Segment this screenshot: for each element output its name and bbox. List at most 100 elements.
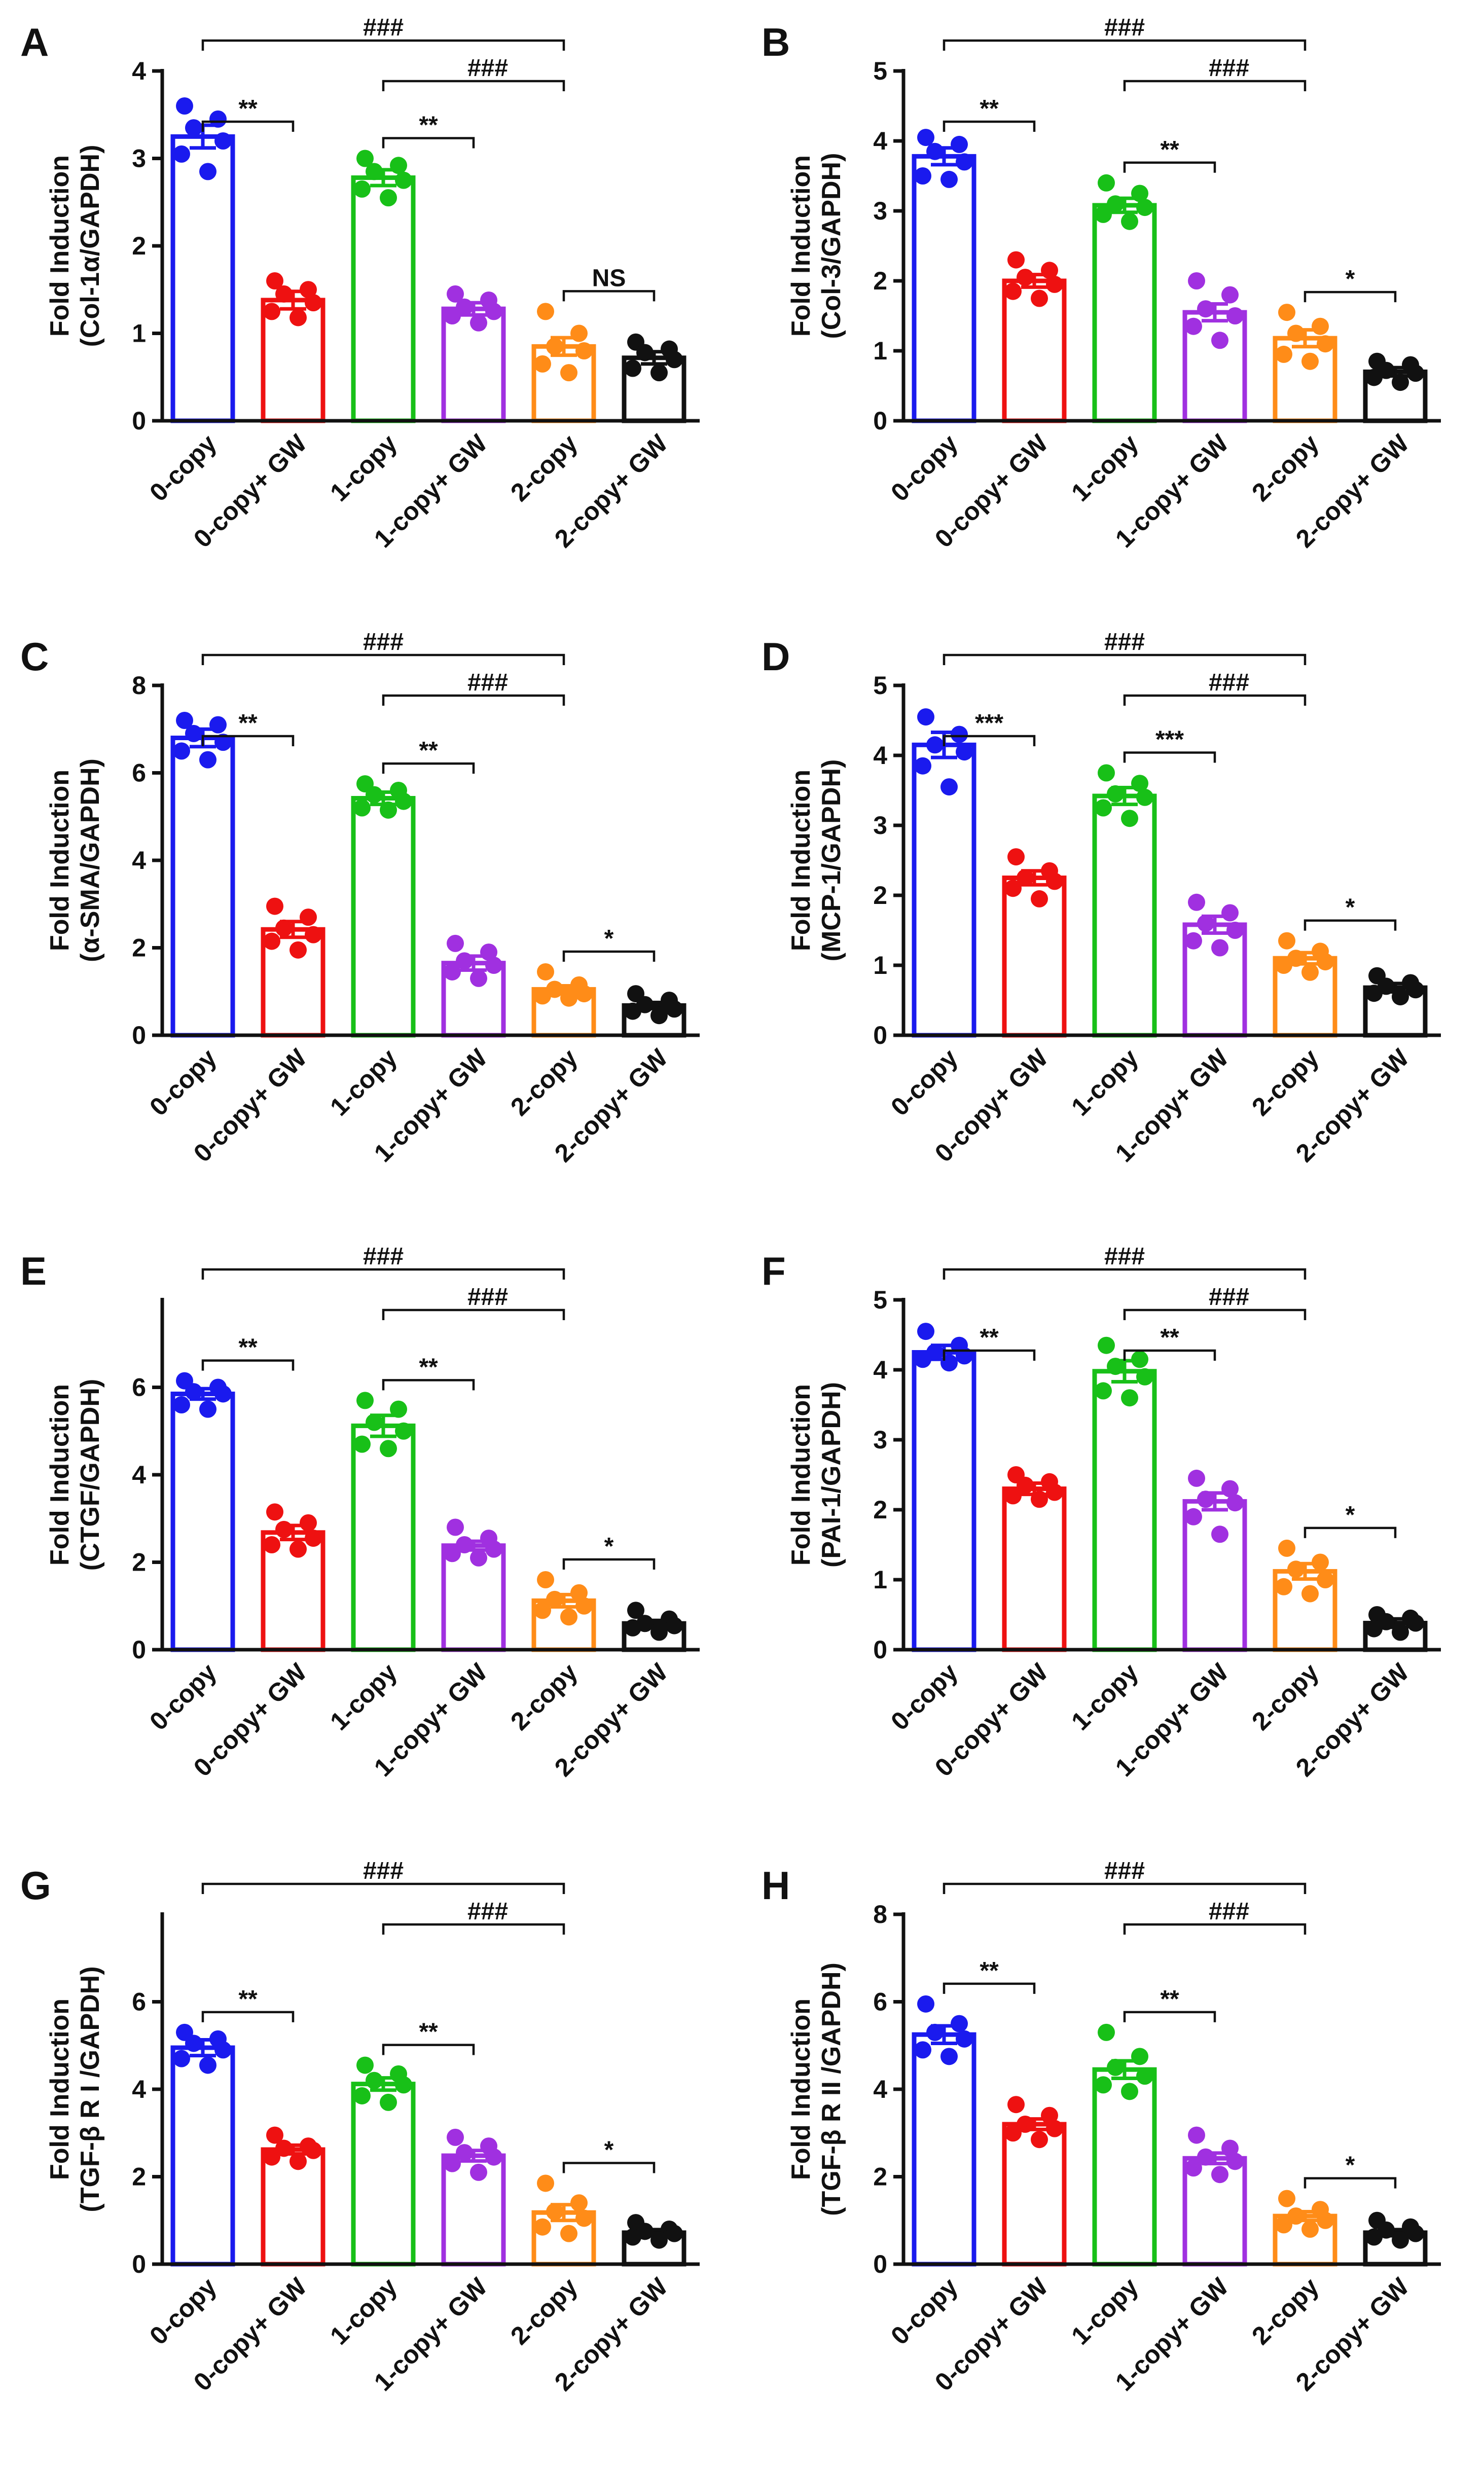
data-point — [1004, 282, 1022, 300]
y-tick-label: 1 — [873, 951, 887, 979]
data-point — [624, 1619, 641, 1637]
significance-bracket — [382, 694, 565, 706]
panel-letter: A — [20, 20, 49, 64]
data-point — [624, 2228, 641, 2246]
significance-bracket — [943, 39, 1307, 51]
data-point — [275, 2139, 293, 2157]
data-point — [534, 987, 551, 1005]
bar-3 — [1092, 793, 1157, 1038]
data-point — [1121, 2083, 1138, 2100]
y-axis-label-line2: (TGF-β R I /GAPDH) — [76, 1966, 105, 2212]
significance-bracket — [1123, 2011, 1216, 2022]
data-point — [956, 2030, 973, 2048]
y-tick-label: 8 — [873, 1900, 887, 1929]
significance-label: ** — [980, 95, 999, 122]
data-point — [1017, 2116, 1034, 2133]
y-tick-label: 3 — [873, 197, 887, 225]
data-point — [456, 298, 473, 316]
significance-label: ### — [467, 1898, 508, 1925]
significance-label: * — [604, 925, 614, 952]
significance-label: ### — [1104, 1858, 1145, 1884]
data-point — [1095, 1382, 1112, 1400]
significance-label: ** — [980, 1324, 999, 1351]
data-point — [560, 989, 577, 1007]
panel-letter: F — [762, 1249, 786, 1293]
data-point — [444, 1545, 461, 1562]
data-point — [1278, 1539, 1295, 1557]
significance-bracket — [201, 1882, 565, 1894]
significance-bracket — [1304, 919, 1397, 931]
y-tick-label: 4 — [873, 2075, 887, 2103]
y-tick-label: 5 — [873, 57, 887, 85]
data-point — [447, 2128, 464, 2146]
bar-1 — [170, 1391, 235, 1652]
bar-1 — [912, 2032, 976, 2267]
bar-1 — [170, 2045, 235, 2267]
data-point — [1275, 957, 1292, 974]
data-point — [263, 2148, 280, 2166]
significance-label: ** — [238, 1334, 258, 1361]
significance-label: ### — [467, 1284, 508, 1311]
significance-bracket — [382, 2044, 475, 2055]
data-point — [485, 957, 502, 974]
x-tick-label: 2-copy — [505, 1658, 583, 1736]
data-point — [185, 724, 202, 742]
data-point — [1211, 2166, 1228, 2184]
data-point — [1188, 893, 1205, 911]
significance-label: NS — [592, 265, 626, 292]
x-tick-label: 1-copy — [1066, 1658, 1144, 1736]
data-point — [289, 1540, 307, 1558]
data-point — [263, 932, 280, 950]
y-axis-label-line1: Fold Induction — [786, 1384, 816, 1566]
y-tick-label: 4 — [873, 741, 887, 770]
data-point — [300, 908, 317, 926]
data-point — [1046, 873, 1063, 890]
data-point — [926, 2023, 944, 2041]
data-point — [534, 355, 551, 373]
data-point — [390, 157, 407, 174]
data-point — [1107, 2058, 1124, 2076]
data-point — [470, 1549, 487, 1567]
data-point — [199, 2056, 216, 2074]
data-point — [914, 2041, 931, 2059]
data-point — [1121, 212, 1138, 230]
data-point — [1407, 981, 1424, 999]
data-point — [173, 1396, 190, 1413]
data-point — [1185, 1508, 1202, 1525]
data-point — [1017, 269, 1034, 286]
significance-bracket — [562, 950, 656, 962]
data-point — [447, 1518, 464, 1536]
data-point — [914, 167, 931, 185]
data-point — [1287, 1560, 1305, 1578]
data-point — [1107, 1358, 1124, 1375]
data-point — [173, 145, 190, 163]
data-point — [914, 1351, 931, 1368]
data-point — [266, 1503, 283, 1521]
panel-letter: E — [20, 1249, 47, 1293]
x-tick-label: 2-copy — [505, 429, 583, 507]
bar-3 — [1092, 203, 1157, 423]
data-point — [914, 757, 931, 775]
x-tick-label: 2-copy — [505, 1043, 583, 1121]
significance-bracket — [382, 137, 475, 149]
significance-label: ### — [363, 629, 404, 656]
significance-bracket — [1304, 1526, 1397, 1538]
data-point — [1131, 775, 1148, 792]
data-point — [1121, 810, 1138, 827]
data-point — [176, 712, 193, 729]
y-axis-label-line2: (CTGF/GAPDH) — [76, 1379, 105, 1571]
data-point — [1301, 1585, 1319, 1603]
y-tick-label: 0 — [132, 1021, 146, 1049]
data-point — [650, 1623, 668, 1641]
y-tick-label: 4 — [132, 1461, 146, 1489]
data-point — [1317, 335, 1334, 353]
y-tick-label: 0 — [873, 407, 887, 435]
x-tick-label: 2-copy — [1246, 1043, 1324, 1121]
significance-bracket — [201, 735, 295, 746]
data-point — [546, 1590, 563, 1608]
y-axis-label-line1: Fold Induction — [786, 1998, 816, 2180]
data-point — [1317, 953, 1334, 971]
data-point — [353, 1435, 371, 1453]
data-point — [1136, 788, 1153, 806]
data-point — [263, 1536, 280, 1553]
